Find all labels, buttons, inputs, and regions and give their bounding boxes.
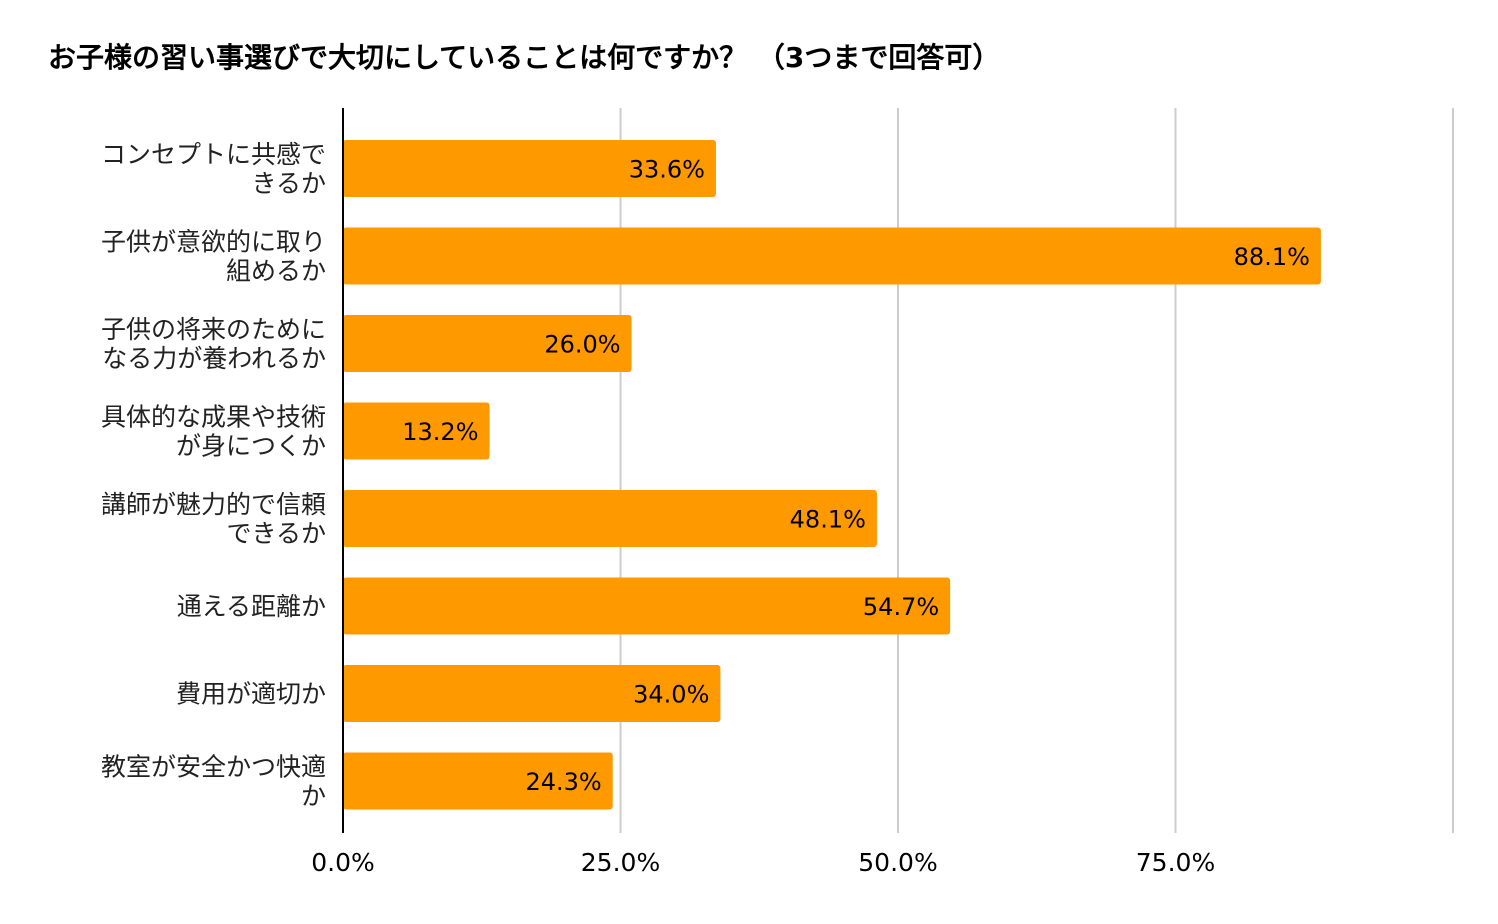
tick-label: 0.0% [311,848,375,877]
data-label: 33.6% [629,156,705,184]
bars: 33.6% 88.1% 26.0% 13.2% 48.1% 54.7% 34.0% 24.3% [343,140,1321,810]
category-label: 通える距離か [177,592,326,621]
x-axis-ticks: 0.0% 25.0% 50.0% 75.0% [311,848,1215,877]
category-label: 組めるか [226,257,326,286]
data-label: 48.1% [790,506,866,534]
category-label: 講師が魅力的で信頼 [101,490,326,519]
bar [343,665,721,722]
tick-label: 25.0% [581,848,660,877]
category-label: できるか [226,519,326,548]
bar [343,577,951,635]
chart-title: お子様の習い事選びで大切にしていることは何ですか？ （3つまで回答可） [48,41,1001,74]
category-label: 費用が適切か [176,680,326,709]
category-label: コンセプトに共感で [101,140,326,169]
category-labels: コンセプトに共感できるか子供が意欲的に取り組めるか子供の将来のためになる力が養わ… [101,140,326,811]
data-label: 24.3% [525,768,601,796]
bar [343,140,716,197]
bar [343,402,490,460]
tick-label: 50.0% [858,848,937,877]
tick-label: 75.0% [1136,848,1215,877]
data-label: 13.2% [402,418,478,446]
category-label: なる力が養われるか [102,344,326,373]
category-label: 教室が安全かつ快適 [101,753,326,782]
category-label: 子供の将来のために [101,315,326,344]
bar [343,752,613,810]
data-label: 34.0% [633,681,709,709]
category-label: 具体的な成果や技術 [101,403,326,432]
data-label: 26.0% [544,331,620,359]
category-label: きるか [251,169,326,198]
data-label: 88.1% [1234,243,1310,271]
bar [343,315,632,372]
grid-lines [619,108,1454,833]
category-label: か [301,782,326,811]
category-label: 子供が意欲的に取り [101,228,326,257]
data-label: 54.7% [863,593,939,621]
bar [343,227,1321,285]
bar [343,490,877,547]
category-label: が身につくか [176,432,326,461]
